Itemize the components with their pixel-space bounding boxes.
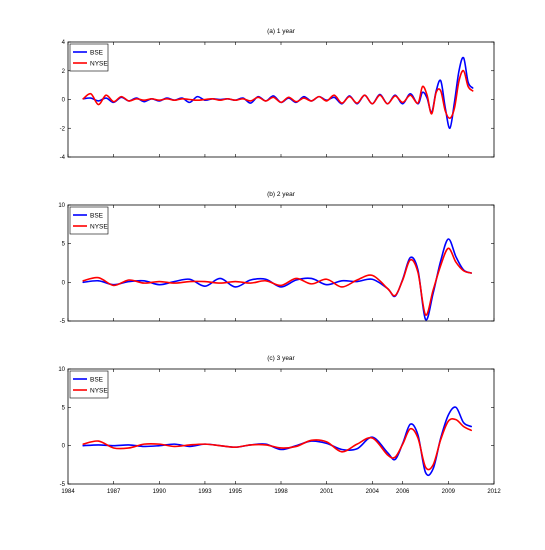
series-line-nyse (82, 69, 474, 120)
x-tick-label: 2006 (396, 489, 410, 495)
x-tick-label: 2001 (320, 489, 334, 495)
x-tick-label: 1998 (274, 489, 288, 495)
x-tick-label: 1990 (153, 489, 167, 495)
y-tick-label: 10 (58, 367, 65, 373)
legend-box (69, 206, 109, 235)
series-group (82, 406, 472, 477)
legend-label-nyse: NYSE (90, 224, 108, 231)
series-line-bse (82, 406, 472, 477)
chart-panel-1: (a) 1 year -4 -2 0 2 4 BSE NYSE (60, 28, 495, 161)
chart-title: (b) 2 year (267, 191, 296, 198)
series-group (82, 56, 474, 130)
y-tick-label: 0 (62, 98, 66, 104)
y-tick-label: 5 (62, 242, 66, 248)
y-tick-label: 4 (62, 40, 66, 46)
chart-title: (c) 3 year (267, 355, 295, 362)
y-tick-label: -5 (60, 482, 66, 488)
y-tick-label: 0 (62, 280, 66, 286)
legend-label-nyse: NYSE (90, 388, 108, 395)
legend-label-nyse: NYSE (90, 61, 108, 68)
chart-title: (a) 1 year (267, 28, 296, 35)
legend: BSE NYSE (69, 370, 109, 399)
series-line-nyse (82, 417, 472, 471)
x-tick-label: 1995 (229, 489, 243, 495)
chart-panel-2: (b) 2 year -5 0 5 10 BSE NYSE (58, 191, 495, 325)
x-tick-label: 1987 (107, 489, 121, 495)
y-tick-label: 5 (62, 405, 66, 411)
legend: BSE NYSE (69, 43, 109, 72)
series-line-bse (82, 238, 472, 321)
x-tick-label: 1993 (198, 489, 212, 495)
series-line-bse (82, 56, 474, 130)
legend-box (69, 370, 109, 399)
legend-box (69, 43, 109, 72)
legend: BSE NYSE (69, 206, 109, 235)
x-tick-label: 1984 (61, 489, 75, 495)
y-tick-label: 10 (58, 203, 65, 209)
legend-label-bse: BSE (90, 213, 104, 220)
plot-area (67, 368, 495, 485)
legend-label-bse: BSE (90, 377, 104, 384)
y-tick-label: -5 (60, 319, 66, 325)
chart-panel-3: (c) 3 year -5 0 5 10 1984 1987 1990 1993 1995 1998… (58, 355, 501, 495)
x-tick-label: 2012 (487, 489, 501, 495)
y-tick-label: -2 (60, 126, 66, 132)
x-tick-label: 2009 (442, 489, 456, 495)
series-group (82, 238, 472, 321)
x-tick-label: 2004 (366, 489, 380, 495)
series-line-nyse (82, 247, 472, 316)
y-tick-label: -4 (60, 155, 66, 161)
y-tick-label: 0 (62, 444, 66, 450)
y-tick-label: 2 (62, 69, 66, 75)
legend-label-bse: BSE (90, 50, 104, 57)
